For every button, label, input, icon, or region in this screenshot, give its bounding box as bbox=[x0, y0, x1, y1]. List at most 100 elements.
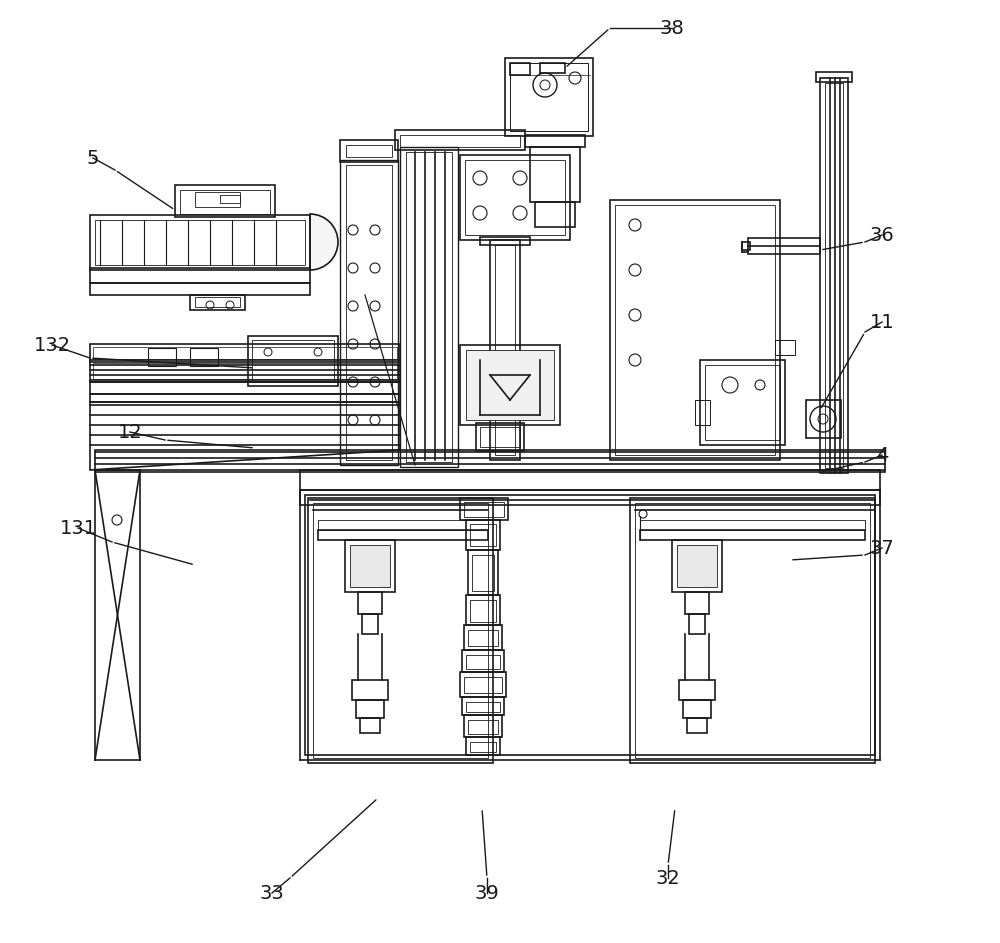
Bar bbox=[460, 672, 506, 697]
Text: 11: 11 bbox=[870, 312, 894, 332]
Bar bbox=[510, 63, 588, 131]
Bar bbox=[90, 283, 310, 295]
Bar bbox=[460, 345, 560, 425]
Bar bbox=[610, 200, 780, 460]
Bar bbox=[742, 242, 750, 250]
Bar bbox=[705, 365, 780, 440]
Bar bbox=[90, 360, 400, 382]
Text: 32: 32 bbox=[656, 869, 680, 887]
Bar bbox=[400, 147, 458, 467]
Bar bbox=[466, 350, 554, 420]
Bar bbox=[318, 530, 488, 540]
Text: 36: 36 bbox=[870, 225, 894, 244]
Bar bbox=[90, 215, 310, 270]
Bar bbox=[510, 63, 530, 75]
Bar bbox=[460, 155, 570, 240]
Text: 5: 5 bbox=[87, 148, 99, 168]
Bar bbox=[252, 340, 334, 382]
Bar bbox=[640, 530, 865, 540]
Bar bbox=[220, 195, 240, 203]
Bar bbox=[248, 336, 338, 386]
Bar bbox=[400, 135, 520, 147]
Bar bbox=[472, 555, 494, 591]
Bar bbox=[462, 697, 504, 715]
Bar bbox=[466, 595, 500, 625]
Bar bbox=[535, 202, 575, 227]
Bar bbox=[190, 295, 245, 310]
Bar bbox=[630, 498, 875, 763]
Text: 4: 4 bbox=[876, 445, 888, 465]
Bar bbox=[464, 677, 502, 693]
Bar bbox=[464, 715, 502, 737]
Bar bbox=[395, 130, 525, 150]
Bar bbox=[640, 520, 865, 530]
Bar bbox=[93, 363, 397, 379]
Bar bbox=[495, 245, 515, 455]
Text: 37: 37 bbox=[870, 538, 894, 557]
Bar bbox=[468, 720, 498, 734]
Bar bbox=[462, 650, 504, 672]
Bar bbox=[470, 600, 496, 622]
Bar bbox=[350, 545, 390, 587]
Bar bbox=[95, 450, 885, 472]
Bar bbox=[190, 348, 218, 366]
Bar bbox=[90, 394, 400, 402]
Text: 39: 39 bbox=[475, 884, 499, 902]
Bar bbox=[195, 297, 240, 307]
Bar bbox=[466, 520, 500, 550]
Bar bbox=[820, 78, 848, 473]
Bar bbox=[679, 680, 715, 700]
Bar bbox=[90, 344, 400, 362]
Bar bbox=[466, 655, 500, 669]
Bar bbox=[470, 524, 496, 546]
Bar bbox=[466, 737, 500, 755]
Bar bbox=[689, 614, 705, 634]
Bar bbox=[340, 160, 398, 465]
Bar bbox=[346, 145, 392, 157]
Bar bbox=[362, 614, 378, 634]
Bar bbox=[318, 520, 488, 530]
Bar bbox=[195, 192, 240, 207]
Bar bbox=[313, 503, 488, 758]
Bar bbox=[505, 58, 593, 136]
Bar bbox=[615, 205, 775, 455]
Bar bbox=[470, 742, 496, 752]
Bar bbox=[540, 63, 565, 73]
Bar bbox=[352, 680, 388, 700]
Bar bbox=[93, 347, 397, 359]
Bar bbox=[464, 625, 502, 650]
Bar bbox=[468, 550, 498, 595]
Text: 12: 12 bbox=[118, 422, 142, 441]
Bar bbox=[406, 152, 452, 462]
Bar bbox=[525, 135, 585, 147]
Bar bbox=[635, 503, 870, 758]
Bar bbox=[464, 502, 504, 517]
Bar bbox=[468, 630, 498, 646]
Bar bbox=[480, 427, 520, 447]
Bar bbox=[345, 540, 395, 592]
Bar bbox=[677, 545, 717, 587]
Bar bbox=[466, 702, 500, 712]
Bar bbox=[775, 340, 795, 355]
Bar bbox=[300, 470, 880, 490]
Bar bbox=[700, 360, 785, 445]
Text: 38: 38 bbox=[660, 19, 684, 38]
Text: 33: 33 bbox=[260, 884, 284, 902]
Bar bbox=[460, 498, 508, 520]
Bar bbox=[825, 83, 843, 468]
Bar bbox=[816, 72, 852, 82]
Bar bbox=[672, 540, 722, 592]
Bar bbox=[175, 185, 275, 217]
Bar bbox=[308, 498, 493, 763]
Bar bbox=[358, 592, 382, 614]
Bar bbox=[340, 140, 398, 162]
Bar bbox=[346, 165, 392, 460]
Bar bbox=[360, 718, 380, 733]
Bar bbox=[90, 382, 400, 394]
Bar bbox=[748, 238, 820, 254]
Bar bbox=[90, 268, 310, 283]
Bar bbox=[687, 718, 707, 733]
Wedge shape bbox=[310, 214, 338, 270]
Bar bbox=[148, 348, 176, 366]
Bar bbox=[490, 240, 520, 460]
